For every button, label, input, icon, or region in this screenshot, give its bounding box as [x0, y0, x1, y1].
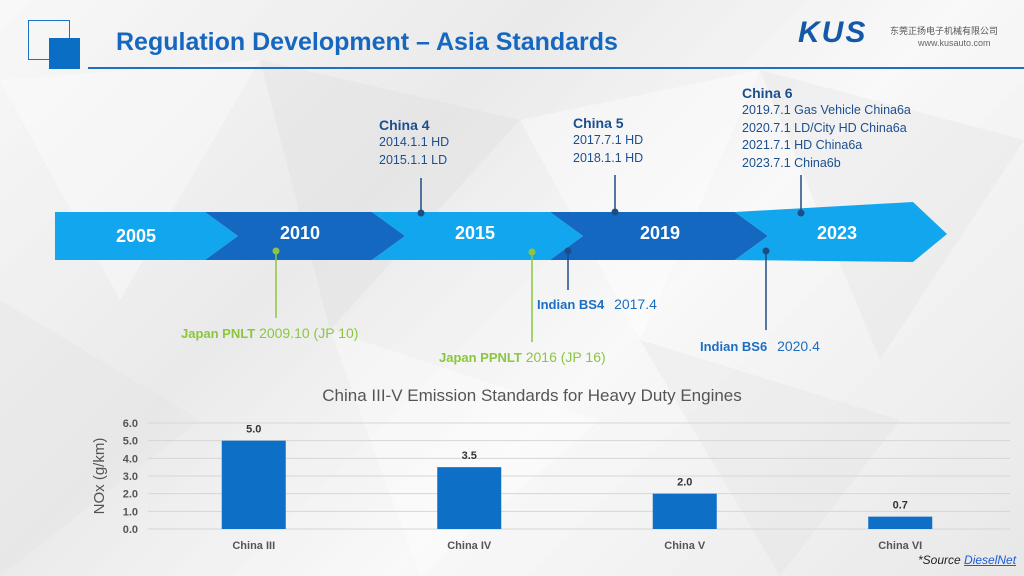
source-link[interactable]: DieselNet	[964, 553, 1017, 567]
china5-block: China 5 2017.7.1 HD 2018.1.1 HD	[573, 115, 643, 167]
year-label-2023: 2023	[817, 223, 858, 243]
china4-marker	[417, 209, 425, 217]
indian-bs4-marker	[564, 247, 572, 255]
page-title: Regulation Development – Asia Standards	[116, 28, 618, 56]
china6-marker	[797, 209, 805, 217]
china5-line: 2017.7.1 HD	[573, 133, 644, 147]
title-divider	[88, 67, 1024, 69]
y-tick-label: 0.0	[123, 524, 138, 536]
timeline-arrow-2005	[55, 212, 238, 260]
bar-value-label: 2.0	[677, 477, 692, 489]
bar-value-label: 3.5	[462, 450, 477, 462]
x-category-label: China V	[664, 540, 706, 552]
x-category-label: China III	[232, 540, 275, 552]
logo-square-filled	[49, 38, 80, 69]
china4-line: 2015.1.1 LD	[379, 152, 448, 167]
timeline-arrow-2019	[550, 212, 768, 260]
china6-line: 2020.7.1 LD/City HD China6a	[742, 120, 907, 135]
japan-ppnlt-annotation: Japan PPNLT 2016 (JP 16)	[439, 349, 606, 365]
year-label-2005: 2005	[116, 226, 157, 246]
japan-pnlt-label: Japan PNLT	[181, 326, 256, 341]
source-prefix: *Source	[918, 553, 965, 567]
y-tick-label: 2.0	[123, 489, 138, 501]
y-tick-label: 5.0	[123, 436, 138, 448]
y-tick-label: 6.0	[123, 418, 138, 430]
japan-pnlt-value: 2009.10 (JP 10)	[259, 325, 359, 341]
x-category-label: China IV	[447, 540, 492, 552]
bar	[868, 516, 933, 529]
y-tick-label: 4.0	[123, 453, 138, 465]
indian-bs6-annotation: Indian BS6 2020.4	[700, 338, 820, 354]
indian-bs4-value: 2017.4	[614, 296, 657, 312]
china4-title: China 4	[379, 117, 430, 133]
emission-bar-chart: 0.0 1.0 2.0 3.0 4.0 5.0 6.0 NOx (g/km) 5.0 China …	[91, 418, 1010, 552]
china6-line: 2021.7.1 HD China6a	[742, 138, 863, 152]
japan-ppnlt-marker	[528, 248, 536, 256]
brand-logo: KUS	[798, 16, 868, 49]
company-website: www.kusauto.com	[918, 38, 991, 48]
y-tick-label: 3.0	[123, 471, 138, 483]
china6-block: China 6 2019.7.1 Gas Vehicle China6a 202…	[742, 85, 911, 172]
indian-bs6-value: 2020.4	[777, 338, 820, 354]
japan-pnlt-annotation: Japan PNLT 2009.10 (JP 10)	[181, 325, 358, 341]
timeline-arrow-2015	[372, 212, 583, 260]
china4-block: China 4 2014.1.1 HD 2015.1.1 LD	[379, 117, 449, 169]
china5-marker	[611, 208, 619, 216]
japan-ppnlt-value: 2016 (JP 16)	[525, 349, 606, 365]
year-label-2015: 2015	[455, 223, 496, 243]
china6-title: China 6	[742, 85, 793, 101]
bar	[652, 493, 717, 529]
indian-bs4-label: Indian BS4	[537, 297, 605, 312]
x-category-label: China VI	[878, 540, 922, 552]
company-name: 东莞正扬电子机械有限公司	[890, 26, 999, 36]
china4-line: 2014.1.1 HD	[379, 135, 450, 149]
bar-value-label: 0.7	[893, 500, 908, 512]
timeline-arrow-2010	[205, 212, 405, 260]
year-label-2019: 2019	[640, 223, 681, 243]
indian-bs6-label: Indian BS6	[700, 339, 768, 354]
timeline-diagram	[55, 175, 947, 342]
bar-value-label: 5.0	[246, 424, 261, 436]
china6-line: 2023.7.1 China6b	[742, 155, 841, 170]
japan-ppnlt-label: Japan PPNLT	[439, 350, 522, 365]
indian-bs4-annotation: Indian BS4 2017.4	[537, 296, 657, 312]
china5-title: China 5	[573, 115, 624, 131]
china6-line: 2019.7.1 Gas Vehicle China6a	[742, 103, 911, 117]
indian-bs6-marker	[762, 247, 770, 255]
japan-pnlt-marker	[272, 247, 280, 255]
bar	[221, 440, 286, 529]
timeline-arrow-2023	[735, 202, 947, 262]
y-tick-label: 1.0	[123, 506, 138, 518]
china5-line: 2018.1.1 HD	[573, 150, 644, 165]
year-label-2010: 2010	[280, 223, 321, 243]
chart-title: China III-V Emission Standards for Heavy…	[322, 386, 742, 405]
bar	[437, 467, 502, 529]
source-note: *Source DieselNet	[918, 553, 1016, 567]
y-axis-label: NOx (g/km)	[91, 438, 108, 515]
